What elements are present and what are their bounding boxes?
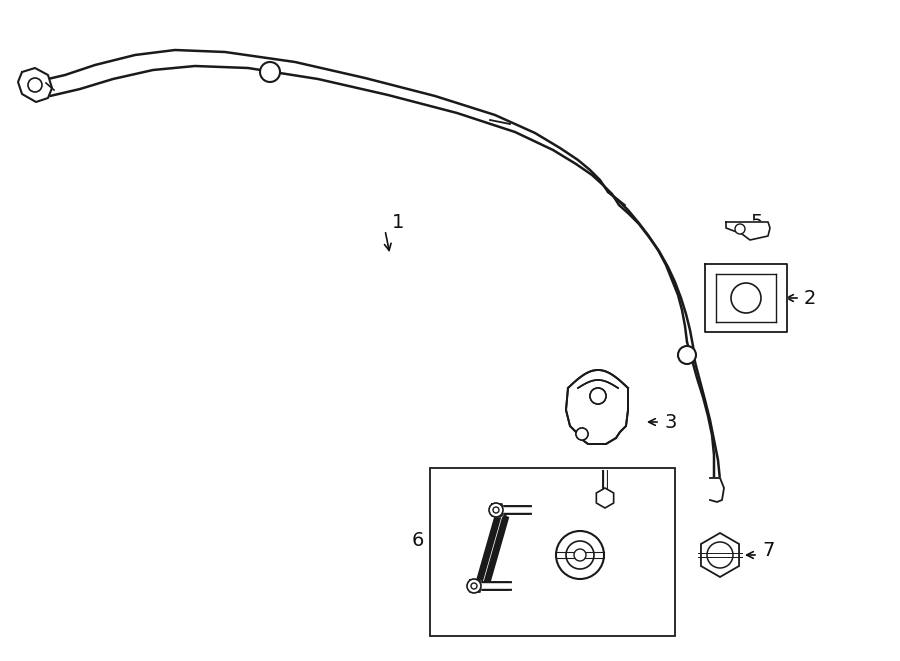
Text: 5: 5 [750,212,762,231]
Circle shape [707,542,733,568]
Circle shape [590,388,606,404]
Polygon shape [710,478,724,502]
Circle shape [678,346,696,364]
Polygon shape [705,264,787,332]
Polygon shape [18,68,52,102]
Circle shape [28,78,42,92]
Polygon shape [470,580,480,592]
Text: 3: 3 [664,412,677,432]
Circle shape [489,503,503,517]
Circle shape [590,388,606,404]
Circle shape [574,549,586,561]
Circle shape [556,531,604,579]
Circle shape [566,541,594,569]
Text: 1: 1 [392,212,404,231]
Text: 2: 2 [804,288,816,307]
Circle shape [467,579,481,593]
Polygon shape [701,533,739,577]
Bar [430,468,675,636]
Polygon shape [726,222,770,240]
Circle shape [576,428,588,440]
Circle shape [260,62,280,82]
Circle shape [576,428,588,440]
Text: 4: 4 [634,475,646,494]
Circle shape [493,507,499,513]
Polygon shape [492,504,502,516]
Polygon shape [597,488,614,508]
Polygon shape [568,388,628,444]
Text: 6: 6 [412,531,425,551]
Circle shape [735,224,745,234]
Circle shape [471,583,477,589]
Text: 7: 7 [762,541,774,561]
Circle shape [731,283,761,313]
Polygon shape [478,516,506,586]
